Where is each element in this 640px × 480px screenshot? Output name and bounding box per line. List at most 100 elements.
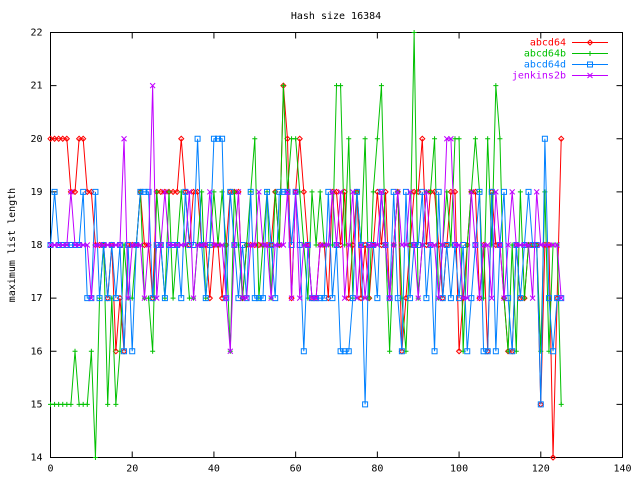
point-marker: [68, 401, 74, 407]
point-marker: [370, 189, 376, 195]
point-marker: [104, 295, 111, 302]
point-marker: [321, 242, 328, 248]
point-marker: [382, 242, 389, 248]
point-marker: [456, 295, 463, 302]
point-marker: [223, 295, 230, 302]
point-marker: [300, 242, 307, 248]
point-marker: [411, 30, 417, 35]
point-marker: [153, 295, 160, 301]
point-marker: [161, 295, 168, 302]
point-marker: [309, 189, 315, 195]
point-marker: [550, 242, 556, 248]
point-marker: [113, 401, 119, 407]
point-marker: [194, 242, 201, 248]
point-marker: [251, 242, 258, 248]
point-marker: [137, 242, 144, 248]
point-marker: [125, 295, 131, 301]
point-marker: [268, 242, 275, 248]
point-marker: [55, 135, 62, 142]
point-marker: [346, 136, 352, 142]
point-marker: [227, 348, 234, 355]
point-marker: [398, 348, 405, 355]
point-marker: [80, 242, 87, 248]
point-marker: [59, 135, 66, 142]
point-marker: [79, 135, 87, 142]
point-marker: [492, 189, 499, 195]
point-marker: [51, 188, 58, 195]
point-marker: [84, 401, 90, 407]
point-marker: [480, 242, 487, 248]
point-marker: [149, 295, 156, 302]
point-marker: [505, 242, 511, 248]
point-marker: [190, 295, 197, 301]
point-marker: [223, 295, 230, 301]
point-marker: [362, 295, 368, 301]
point-marker: [174, 242, 181, 248]
x-tick-label: 80: [371, 464, 383, 475]
point-marker: [104, 242, 111, 248]
point-marker: [182, 188, 189, 195]
point-marker: [206, 189, 213, 195]
point-marker: [485, 136, 491, 142]
point-marker: [456, 242, 462, 248]
point-marker: [72, 242, 78, 248]
point-marker: [387, 348, 393, 354]
point-marker: [333, 242, 340, 248]
x-tick-label: 140: [613, 464, 631, 475]
point-marker: [468, 295, 475, 302]
point-marker: [264, 188, 271, 195]
point-marker: [390, 242, 397, 248]
point-marker: [349, 189, 356, 195]
y-tick-label: 22: [30, 28, 42, 39]
point-marker: [394, 295, 401, 302]
point-marker: [219, 135, 226, 142]
point-marker: [170, 242, 176, 248]
point-marker: [325, 242, 332, 248]
point-marker: [435, 188, 442, 195]
legend-marker: [587, 72, 593, 79]
point-marker: [186, 189, 193, 195]
point-marker: [403, 242, 409, 248]
point-marker: [51, 135, 58, 142]
point-marker: [517, 189, 523, 195]
point-marker: [382, 242, 389, 248]
point-marker: [206, 242, 213, 248]
y-tick-label: 14: [30, 453, 42, 464]
point-marker: [75, 135, 83, 142]
point-marker: [558, 401, 564, 407]
point-marker: [47, 242, 54, 248]
point-marker: [47, 135, 54, 142]
point-marker: [117, 242, 123, 248]
point-marker: [452, 242, 458, 248]
point-marker: [419, 188, 426, 195]
point-marker: [378, 188, 385, 195]
point-marker: [370, 242, 377, 248]
point-marker: [202, 242, 209, 248]
point-marker: [451, 242, 458, 248]
point-marker: [439, 295, 446, 302]
point-marker: [439, 242, 446, 248]
point-marker: [402, 188, 409, 195]
point-marker: [80, 188, 87, 195]
point-marker: [378, 189, 385, 195]
point-marker: [280, 83, 286, 89]
point-marker: [497, 136, 503, 142]
point-marker: [92, 188, 99, 195]
point-marker: [419, 135, 426, 142]
point-marker: [542, 242, 548, 248]
x-tick-label: 60: [290, 464, 302, 475]
point-marker: [150, 348, 156, 354]
point-marker: [325, 188, 332, 195]
point-marker: [456, 136, 462, 142]
point-marker: [374, 242, 381, 248]
point-marker: [178, 295, 185, 302]
point-marker: [141, 295, 148, 301]
point-marker: [256, 189, 262, 195]
point-marker: [546, 242, 552, 248]
point-marker: [338, 83, 344, 89]
point-marker: [431, 242, 438, 248]
point-marker: [460, 295, 467, 301]
point-marker: [443, 135, 450, 142]
point-marker: [313, 242, 319, 248]
